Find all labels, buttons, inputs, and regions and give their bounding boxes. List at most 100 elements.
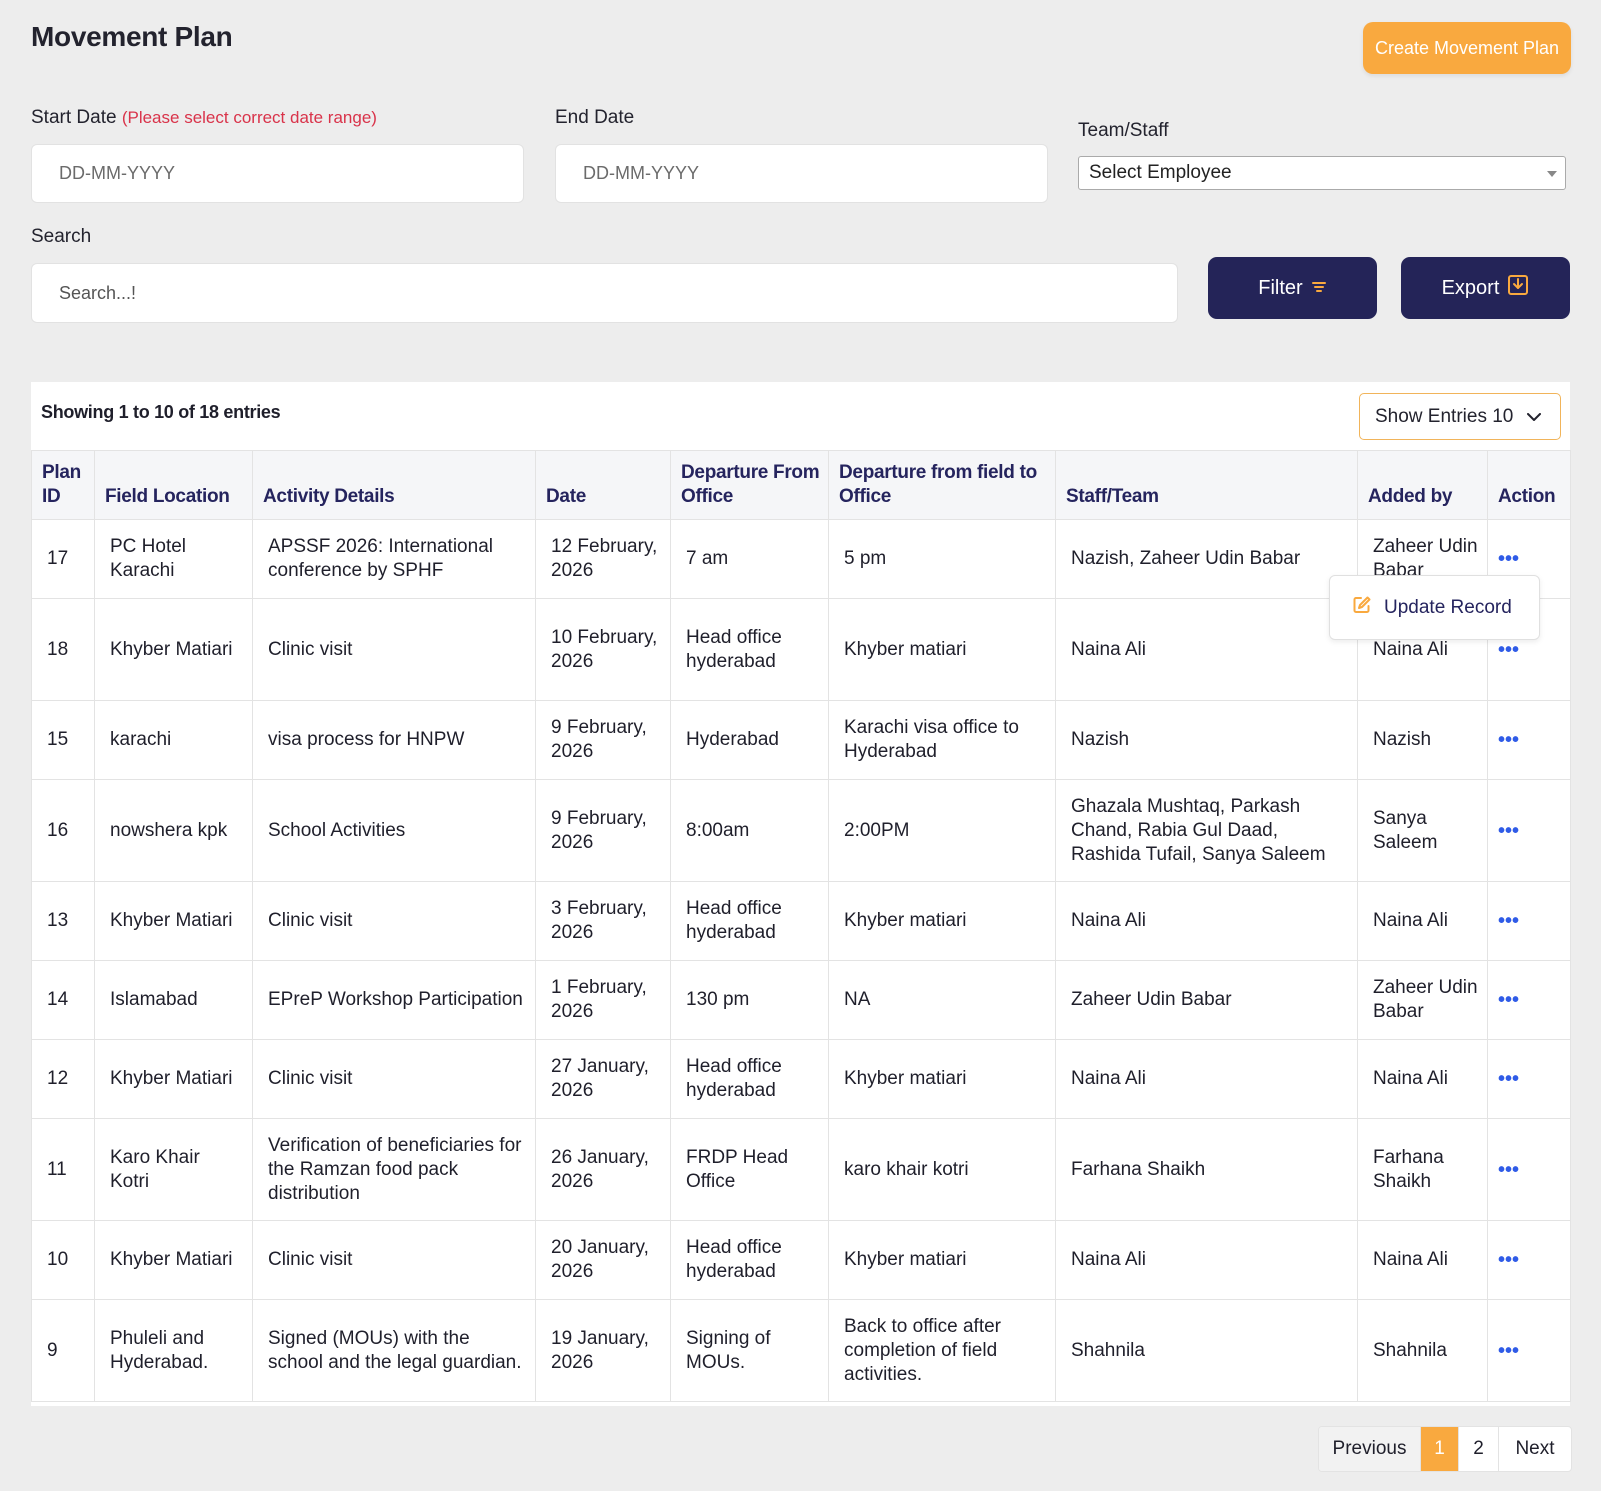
row-action-menu-icon[interactable]: •••	[1487, 1220, 1571, 1300]
table-row: 17 PC Hotel Karachi APSSF 2026: Internat…	[31, 519, 1571, 599]
cell-departure-office: Hyderabad	[670, 700, 829, 780]
cell-added-by: Nazish	[1357, 700, 1488, 780]
start-date-label: Start Date (Please select correct date r…	[31, 107, 377, 129]
cell-plan-id: 18	[31, 598, 95, 701]
show-entries-label: Show Entries 10	[1375, 405, 1514, 427]
cell-departure-field: 5 pm	[828, 519, 1056, 599]
cell-date: 3 February, 2026	[535, 881, 671, 961]
cell-staff-team: Farhana Shaikh	[1055, 1118, 1358, 1221]
update-record-label: Update Record	[1384, 596, 1512, 618]
end-date-input[interactable]: DD-MM-YYYY	[555, 144, 1048, 203]
header-plan-id[interactable]: Plan ID	[31, 450, 95, 520]
update-record-menu-item[interactable]: Update Record	[1329, 575, 1540, 640]
chevron-down-icon	[1527, 406, 1542, 428]
movement-plan-table: Plan ID Field Location Activity Details …	[31, 450, 1571, 1402]
cell-departure-office: Head office hyderabad	[670, 598, 829, 701]
header-departure-from-field[interactable]: Departure from field to Office	[828, 450, 1056, 520]
search-input[interactable]: Search...!	[31, 263, 1178, 323]
filter-button[interactable]: Filter	[1208, 257, 1377, 319]
cell-field-location: Khyber Matiari	[94, 1039, 253, 1119]
cell-activity-details: APSSF 2026: International conference by …	[252, 519, 536, 599]
cell-added-by: Farhana Shaikh	[1357, 1118, 1488, 1221]
page-title: Movement Plan	[31, 21, 233, 52]
header-departure-from-office[interactable]: Departure From Office	[670, 450, 829, 520]
edit-icon	[1352, 595, 1372, 621]
row-action-menu-icon[interactable]: •••	[1487, 1039, 1571, 1119]
cell-added-by: Naina Ali	[1357, 1039, 1488, 1119]
row-action-menu-icon[interactable]: •••	[1487, 700, 1571, 780]
header-date[interactable]: Date	[535, 450, 671, 520]
cell-date: 10 February, 2026	[535, 598, 671, 701]
row-action-menu-icon[interactable]: •••	[1487, 1299, 1571, 1402]
cell-added-by: Naina Ali	[1357, 881, 1488, 961]
cell-departure-office: Signing of MOUs.	[670, 1299, 829, 1402]
export-button-label: Export	[1441, 276, 1500, 299]
cell-plan-id: 13	[31, 881, 95, 961]
create-movement-plan-button[interactable]: Create Movement Plan	[1363, 22, 1571, 74]
header-staff-team[interactable]: Staff/Team	[1055, 450, 1358, 520]
cell-plan-id: 11	[31, 1118, 95, 1221]
team-staff-label: Team/Staff	[1078, 120, 1169, 141]
cell-date: 27 January, 2026	[535, 1039, 671, 1119]
table-header-row: Plan ID Field Location Activity Details …	[31, 450, 1571, 520]
table-row: 14 Islamabad EPreP Workshop Participatio…	[31, 960, 1571, 1040]
pagination-next[interactable]: Next	[1515, 1438, 1555, 1459]
cell-departure-field: Karachi visa office to Hyderabad	[828, 700, 1056, 780]
cell-departure-office: 7 am	[670, 519, 829, 599]
cell-date: 9 February, 2026	[535, 779, 671, 882]
row-action-menu-icon[interactable]: •••	[1487, 779, 1571, 882]
row-action-menu-icon[interactable]: •••	[1487, 1118, 1571, 1221]
row-action-menu-icon[interactable]: •••	[1487, 960, 1571, 1040]
cell-activity-details: Clinic visit	[252, 598, 536, 701]
cell-departure-field: 2:00PM	[828, 779, 1056, 882]
cell-date: 26 January, 2026	[535, 1118, 671, 1221]
start-date-label-text: Start Date	[31, 107, 117, 128]
search-label: Search	[31, 226, 92, 247]
start-date-input[interactable]: DD-MM-YYYY	[31, 144, 524, 203]
cell-field-location: Phuleli and Hyderabad.	[94, 1299, 253, 1402]
cell-added-by: Naina Ali	[1357, 1220, 1488, 1300]
date-range-warning: (Please select correct date range)	[121, 108, 377, 127]
cell-plan-id: 16	[31, 779, 95, 882]
filter-icon	[1311, 277, 1327, 300]
pagination-page-1[interactable]: 1	[1421, 1427, 1459, 1471]
cell-field-location: Islamabad	[94, 960, 253, 1040]
header-field-location[interactable]: Field Location	[94, 450, 253, 520]
table-row: 15 karachi visa process for HNPW 9 Febru…	[31, 700, 1571, 780]
pagination-previous[interactable]: Previous	[1319, 1427, 1421, 1471]
cell-added-by: Sanya Saleem	[1357, 779, 1488, 882]
cell-staff-team: Shahnila	[1055, 1299, 1358, 1402]
header-activity-details[interactable]: Activity Details	[252, 450, 536, 520]
cell-date: 1 February, 2026	[535, 960, 671, 1040]
row-action-menu-icon[interactable]: •••	[1487, 881, 1571, 961]
cell-plan-id: 14	[31, 960, 95, 1040]
cell-departure-office: FRDP Head Office	[670, 1118, 829, 1221]
cell-departure-field: NA	[828, 960, 1056, 1040]
cell-staff-team: Naina Ali	[1055, 598, 1358, 701]
table-row: 10 Khyber Matiari Clinic visit 20 Januar…	[31, 1220, 1571, 1300]
pagination-page-2[interactable]: 2	[1459, 1427, 1499, 1471]
cell-plan-id: 15	[31, 700, 95, 780]
cell-added-by: Zaheer Udin Babar	[1357, 960, 1488, 1040]
cell-plan-id: 12	[31, 1039, 95, 1119]
pagination: Previous 1 2 Next	[1318, 1426, 1572, 1472]
export-button[interactable]: Export	[1401, 257, 1570, 319]
filter-button-label: Filter	[1258, 276, 1303, 299]
cell-departure-office: Head office hyderabad	[670, 1039, 829, 1119]
cell-staff-team: Naina Ali	[1055, 1039, 1358, 1119]
cell-staff-team: Zaheer Udin Babar	[1055, 960, 1358, 1040]
cell-field-location: Khyber Matiari	[94, 1220, 253, 1300]
export-icon	[1507, 274, 1529, 302]
cell-date: 12 February, 2026	[535, 519, 671, 599]
cell-departure-office: Head office hyderabad	[670, 1220, 829, 1300]
show-entries-dropdown[interactable]: Show Entries 10	[1359, 393, 1561, 440]
cell-field-location: PC Hotel Karachi	[94, 519, 253, 599]
cell-departure-office: 130 pm	[670, 960, 829, 1040]
cell-departure-field: Khyber matiari	[828, 598, 1056, 701]
cell-departure-field: Khyber matiari	[828, 1220, 1056, 1300]
cell-activity-details: EPreP Workshop Participation	[252, 960, 536, 1040]
cell-date: 9 February, 2026	[535, 700, 671, 780]
header-added-by[interactable]: Added by	[1357, 450, 1488, 520]
cell-departure-field: Khyber matiari	[828, 1039, 1056, 1119]
employee-select[interactable]: Select Employee	[1078, 156, 1566, 190]
